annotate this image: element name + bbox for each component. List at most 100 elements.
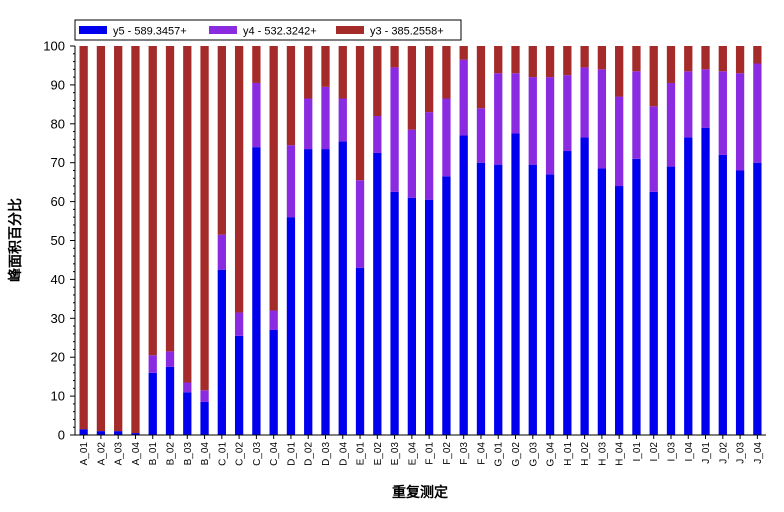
x-tick-label: D_03 — [321, 442, 332, 466]
bar-segment — [494, 46, 503, 74]
bar-segment — [718, 154, 727, 436]
bar-segment — [735, 170, 745, 436]
bar-segment — [252, 82, 261, 148]
x-tick-label: E_02 — [373, 442, 384, 466]
x-tick-label: E_04 — [407, 442, 418, 466]
bar-segment — [183, 46, 192, 383]
bar-segment — [131, 46, 140, 434]
bar-segment — [442, 98, 451, 177]
axes-group — [74, 46, 766, 436]
bar-segment — [286, 217, 296, 435]
legend-swatch — [209, 26, 237, 34]
bar-segment — [632, 46, 641, 72]
bar-segment — [165, 366, 175, 435]
bar-segment — [735, 73, 745, 171]
y-tick-label: 30 — [51, 311, 65, 326]
bar-segment — [580, 137, 589, 436]
bar-segment — [684, 46, 693, 72]
bar-segment — [528, 164, 537, 435]
bar-segment — [649, 46, 658, 107]
bar-segment — [563, 151, 572, 435]
bar-segment — [701, 127, 710, 435]
legend-frame — [74, 19, 462, 41]
bar-segment — [304, 46, 313, 99]
bar-segment — [753, 46, 762, 64]
bar-segment — [563, 75, 572, 152]
bar-segment — [615, 96, 624, 187]
bar-segment — [96, 431, 106, 435]
bar-segment — [615, 46, 624, 97]
x-tick-label: J_02 — [718, 442, 729, 464]
y-tick-label: 0 — [58, 428, 65, 443]
x-tick-label: D_04 — [338, 442, 349, 466]
x-tick-label: D_01 — [286, 442, 297, 466]
x-tick-label: C_01 — [217, 442, 228, 466]
bar-segment — [165, 351, 175, 367]
bar-segment — [459, 135, 468, 435]
bar-segment — [321, 149, 330, 435]
bar-segment — [373, 116, 382, 153]
bar-segment — [718, 71, 727, 155]
x-tick-label: F_01 — [425, 442, 436, 465]
x-tick-label: B_02 — [166, 442, 177, 466]
legend-swatch — [336, 26, 364, 34]
x-tick-label: G_03 — [528, 442, 539, 467]
x-tick-label: H_04 — [615, 442, 626, 466]
y-tick-label: 20 — [51, 350, 65, 365]
bar-segment — [96, 46, 106, 432]
bar-segment — [252, 147, 261, 435]
bar-segment — [580, 46, 589, 68]
bar-segment — [424, 112, 434, 200]
x-tick-label: B_03 — [183, 442, 194, 466]
bar-segment — [338, 46, 347, 99]
bar-segment — [666, 82, 676, 167]
bar-segment — [304, 98, 313, 150]
y-tick-label: 100 — [43, 39, 65, 54]
x-tick-label: A_04 — [131, 442, 142, 466]
bar-segment — [200, 401, 209, 435]
bar-segment — [407, 46, 417, 130]
x-axis-title: 重复测定 — [392, 484, 448, 501]
y-tick-label: 70 — [51, 155, 65, 170]
bar-segment — [114, 431, 123, 435]
bar-segment — [442, 46, 451, 99]
legend-label: y5 - 589.3457+ — [113, 26, 187, 38]
legend-label: y4 - 532.3242+ — [243, 26, 317, 38]
y-tick-label: 90 — [51, 77, 65, 92]
bar-segment — [649, 106, 658, 192]
bar-segment — [234, 335, 244, 435]
bar-segment — [511, 133, 520, 435]
bar-segment — [79, 429, 88, 435]
bar-segment — [234, 312, 244, 336]
x-tick-label: A_03 — [114, 442, 125, 466]
bar-segment — [234, 46, 244, 313]
x-tick-label: D_02 — [304, 442, 315, 466]
bar-segment — [114, 46, 123, 432]
x-tick-label: C_02 — [235, 442, 246, 466]
x-tick-label: E_03 — [390, 442, 401, 466]
x-tick-label: B_04 — [200, 442, 211, 466]
y-tick-label: 10 — [51, 389, 65, 404]
bar-segment — [753, 63, 762, 163]
x-labels-group: A_01 A_02 A_03 A_04 B_01 B_02 B_03 B_04 C_01 C_02… — [79, 435, 764, 466]
bar-segment — [424, 199, 434, 435]
x-tick-label: H_02 — [580, 442, 591, 466]
bar-segment — [286, 145, 296, 218]
bar-segment — [528, 77, 537, 165]
bar-segment — [442, 176, 451, 435]
bar-segment — [459, 46, 468, 60]
bar-segment — [735, 46, 745, 74]
bar-segment — [286, 46, 296, 146]
bar-segment — [321, 46, 330, 87]
bar-segment — [545, 46, 555, 78]
bar-segment — [355, 267, 365, 435]
x-tick-label: B_01 — [148, 442, 159, 466]
bar-segment — [476, 108, 486, 163]
legend-swatch — [79, 26, 107, 34]
y-tick-label: 50 — [51, 233, 65, 248]
bar-segment — [580, 67, 589, 138]
bar-segment — [632, 71, 641, 159]
bar-segment — [666, 46, 676, 83]
